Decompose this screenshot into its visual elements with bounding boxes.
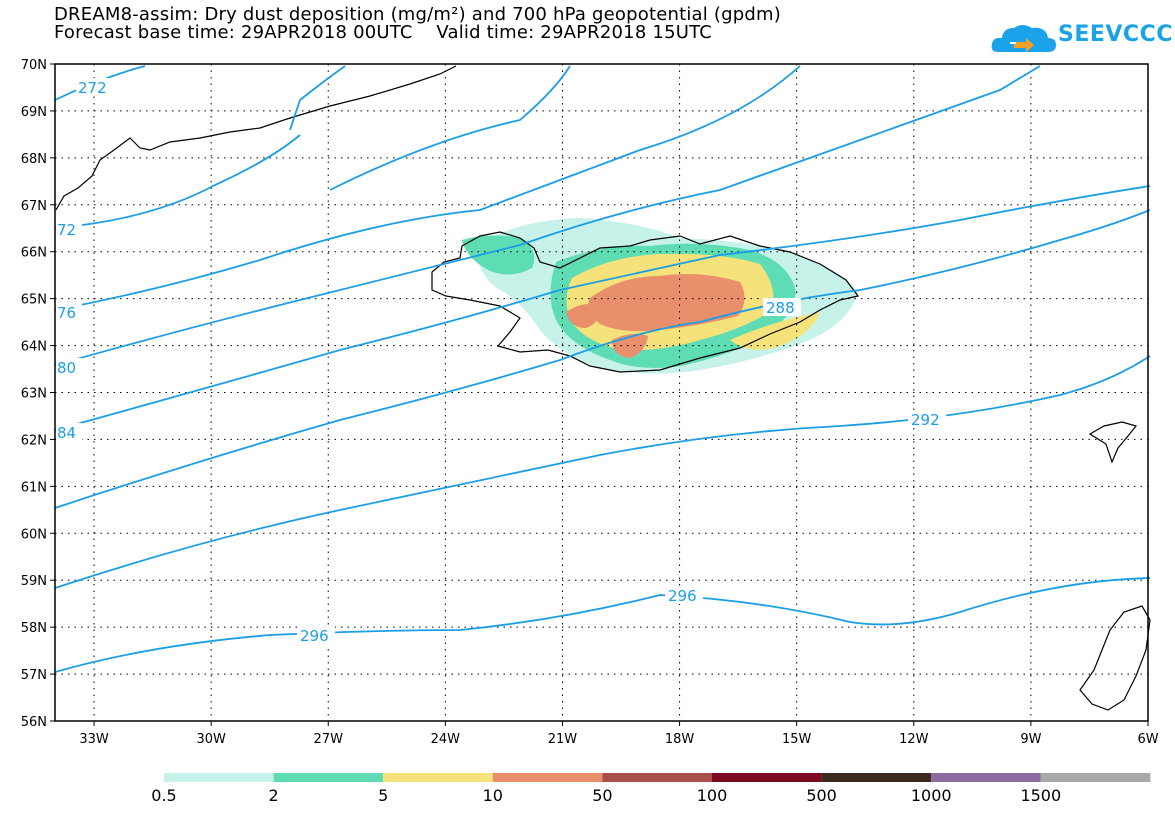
map-subtitle: Forecast base time: 29APR2018 00UTC Vali… <box>54 22 713 43</box>
color-legend: 0.5 2 5 10 50 100 500 1000 1500 <box>151 773 1151 805</box>
lon-tick-label: 30W <box>196 732 226 747</box>
lat-tick-label: 60N <box>21 527 47 542</box>
legend-label: 5 <box>378 786 388 805</box>
coastlines <box>55 65 1151 711</box>
contour-296 <box>54 577 1151 673</box>
contour-272b <box>289 65 346 131</box>
contour-label-72: 72 <box>57 221 76 239</box>
legend-label: 0.5 <box>151 786 176 805</box>
lat-tick-label: 62N <box>21 433 47 448</box>
legend-label: 1500 <box>1020 786 1061 805</box>
graticule <box>55 64 1148 721</box>
contour-84 <box>54 185 1151 431</box>
legend-label: 10 <box>483 786 503 805</box>
lon-tick-label: 6W <box>1137 732 1158 747</box>
lat-tick-label: 58N <box>21 621 47 636</box>
cloud-arrow-icon <box>991 25 1056 52</box>
legend-swatch <box>164 773 274 782</box>
lon-tick-label: 18W <box>665 732 695 747</box>
contour-label-76: 76 <box>57 304 76 322</box>
lon-tick-label: 12W <box>899 732 929 747</box>
geopotential-contours <box>54 65 1151 673</box>
contour-label-296-west: 296 <box>300 627 329 645</box>
iceland-coastline <box>431 231 860 373</box>
legend-swatch <box>383 773 493 782</box>
contour-label-84: 84 <box>57 424 76 442</box>
scotland-coastline <box>1079 605 1151 711</box>
lat-tick-label: 63N <box>21 387 47 402</box>
lon-tick-label: 27W <box>314 732 344 747</box>
contour-288 <box>54 209 1151 509</box>
legend-swatch <box>821 773 932 782</box>
contour-72b <box>329 65 571 191</box>
legend-swatch <box>712 773 822 782</box>
lat-tick-label: 59N <box>21 574 47 589</box>
lon-tick-label: 33W <box>79 732 109 747</box>
lat-tick-label: 67N <box>21 199 47 214</box>
longitude-axis: 33W 30W 27W 24W 21W 18W 15W 12W 9W 6W <box>79 721 1159 747</box>
contour-76 <box>54 65 801 311</box>
lat-tick-label: 69N <box>21 105 47 120</box>
dust-level-10 <box>588 274 745 332</box>
legend-swatch <box>602 773 712 782</box>
logo-text: SEEVCCC <box>1058 22 1173 47</box>
contour-72 <box>54 134 301 229</box>
contour-292 <box>54 355 1151 589</box>
contour-label-296-east: 296 <box>668 587 697 605</box>
contour-label-292: 292 <box>911 411 940 429</box>
dust-level-5b <box>730 312 820 350</box>
legend-swatch <box>273 773 384 782</box>
lon-tick-label: 9W <box>1020 732 1041 747</box>
lat-tick-label: 68N <box>21 152 47 167</box>
lon-tick-label: 15W <box>782 732 812 747</box>
lat-tick-label: 56N <box>21 715 47 730</box>
contour-label-80: 80 <box>57 359 76 377</box>
legend-label: 100 <box>697 786 728 805</box>
dust-level-10c <box>566 304 601 328</box>
legend-swatch <box>492 773 603 782</box>
faroe-coastline <box>1088 421 1138 464</box>
lat-tick-label: 57N <box>21 668 47 683</box>
lat-tick-label: 64N <box>21 340 47 355</box>
legend-swatch <box>931 773 1041 782</box>
contour-80 <box>54 65 1041 366</box>
legend-label: 50 <box>592 786 612 805</box>
contour-label-288: 288 <box>766 299 795 317</box>
dust-level-2b <box>462 235 535 275</box>
lon-tick-label: 21W <box>548 732 578 747</box>
contour-labels: 272 72 76 80 84 288 292 296 296 <box>56 78 946 645</box>
lat-tick-label: 61N <box>21 480 47 495</box>
legend-label: 2 <box>269 786 279 805</box>
legend-label: 1000 <box>911 786 952 805</box>
legend-swatch <box>1040 773 1151 782</box>
contour-label-272: 272 <box>78 79 107 97</box>
lat-tick-label: 70N <box>21 58 47 73</box>
lat-tick-label: 66N <box>21 246 47 261</box>
lat-tick-label: 65N <box>21 293 47 308</box>
latitude-axis: 56N 57N 58N 59N 60N 61N 62N 63N 64N 65N 66N 67N 68N 6… <box>21 58 55 730</box>
greenland-coastline <box>55 65 457 211</box>
map-title: DREAM8-assim: Dry dust deposition (mg/m²… <box>54 4 781 25</box>
dust-field <box>462 218 858 374</box>
legend-label: 500 <box>806 786 837 805</box>
lon-tick-label: 24W <box>431 732 461 747</box>
